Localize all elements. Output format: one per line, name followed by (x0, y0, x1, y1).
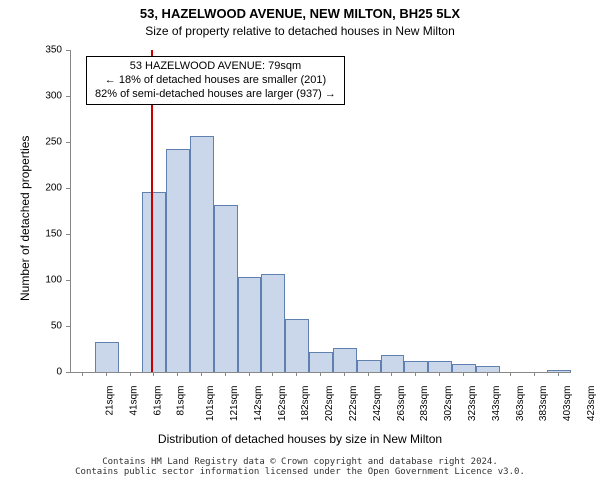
x-tick-mark (558, 372, 559, 376)
x-tick-label: 383sqm (539, 386, 550, 422)
y-tick-label: 100 (45, 275, 62, 286)
x-tick-label: 21sqm (104, 386, 115, 416)
x-tick-label: 162sqm (277, 386, 288, 422)
x-tick-mark (463, 372, 464, 376)
footer: Contains HM Land Registry data © Crown c… (0, 457, 600, 477)
x-tick-mark (368, 372, 369, 376)
x-tick-label: 222sqm (348, 386, 359, 422)
y-axis-label: Number of detached properties (18, 136, 32, 301)
chart-subtitle: Size of property relative to detached ho… (0, 24, 600, 38)
y-tick-mark (66, 142, 70, 143)
x-tick-mark (415, 372, 416, 376)
histogram-bar (238, 277, 262, 372)
y-tick-mark (66, 50, 70, 51)
y-tick-mark (66, 234, 70, 235)
y-tick-mark (66, 326, 70, 327)
histogram-bar (261, 274, 285, 372)
x-tick-mark (296, 372, 297, 376)
x-tick-label: 343sqm (491, 386, 502, 422)
x-axis-label: Distribution of detached houses by size … (0, 432, 600, 446)
plot-area: 53 HAZELWOOD AVENUE: 79sqm ← 18% of deta… (70, 50, 571, 373)
y-tick-label: 250 (45, 137, 62, 148)
y-tick-mark (66, 96, 70, 97)
histogram-bar (95, 342, 119, 372)
footer-line2: Contains public sector information licen… (0, 467, 600, 477)
y-tick-label: 0 (56, 367, 62, 378)
x-tick-label: 423sqm (586, 386, 597, 422)
y-tick-label: 200 (45, 183, 62, 194)
histogram-bar (357, 360, 381, 372)
x-tick-label: 182sqm (300, 386, 311, 422)
histogram-bar (190, 136, 214, 372)
x-tick-label: 61sqm (152, 386, 163, 416)
x-tick-mark (130, 372, 131, 376)
histogram-bar (309, 352, 333, 372)
y-tick-mark (66, 280, 70, 281)
x-tick-mark (177, 372, 178, 376)
histogram-bar (214, 205, 238, 372)
y-tick-mark (66, 372, 70, 373)
y-tick-label: 50 (51, 321, 62, 332)
histogram-bar (428, 361, 452, 372)
x-tick-mark (391, 372, 392, 376)
y-tick-label: 300 (45, 91, 62, 102)
x-tick-mark (320, 372, 321, 376)
x-tick-label: 121sqm (229, 386, 240, 422)
x-tick-label: 202sqm (324, 386, 335, 422)
histogram-bar (285, 319, 309, 372)
info-box: 53 HAZELWOOD AVENUE: 79sqm ← 18% of deta… (86, 56, 345, 105)
y-tick-label: 150 (45, 229, 62, 240)
x-tick-mark (106, 372, 107, 376)
x-tick-label: 81sqm (176, 386, 187, 416)
x-tick-mark (439, 372, 440, 376)
histogram-bar (381, 355, 405, 372)
info-box-line3: 82% of semi-detached houses are larger (… (95, 88, 336, 102)
histogram-bar (333, 348, 357, 372)
x-tick-mark (82, 372, 83, 376)
y-tick-label: 350 (45, 45, 62, 56)
footer-line1: Contains HM Land Registry data © Crown c… (0, 457, 600, 467)
x-tick-label: 323sqm (467, 386, 478, 422)
x-tick-label: 41sqm (128, 386, 139, 416)
x-tick-mark (153, 372, 154, 376)
x-tick-mark (225, 372, 226, 376)
histogram-bar (404, 361, 428, 372)
histogram-bar (452, 364, 476, 372)
x-tick-mark (272, 372, 273, 376)
x-tick-label: 142sqm (253, 386, 264, 422)
x-tick-mark (487, 372, 488, 376)
x-tick-label: 263sqm (396, 386, 407, 422)
x-tick-mark (534, 372, 535, 376)
histogram-bar (166, 149, 190, 372)
x-tick-label: 363sqm (515, 386, 526, 422)
x-tick-label: 283sqm (420, 386, 431, 422)
info-box-line2: ← 18% of detached houses are smaller (20… (95, 74, 336, 88)
info-box-line1: 53 HAZELWOOD AVENUE: 79sqm (95, 60, 336, 74)
x-tick-mark (201, 372, 202, 376)
x-tick-label: 403sqm (562, 386, 573, 422)
x-tick-label: 242sqm (372, 386, 383, 422)
x-tick-mark (510, 372, 511, 376)
x-tick-mark (344, 372, 345, 376)
x-tick-label: 302sqm (443, 386, 454, 422)
x-tick-label: 101sqm (205, 386, 216, 422)
chart-container: { "title": "53, HAZELWOOD AVENUE, NEW MI… (0, 0, 600, 500)
histogram-bar (142, 192, 166, 372)
chart-title: 53, HAZELWOOD AVENUE, NEW MILTON, BH25 5… (0, 6, 600, 21)
x-tick-mark (249, 372, 250, 376)
y-tick-mark (66, 188, 70, 189)
